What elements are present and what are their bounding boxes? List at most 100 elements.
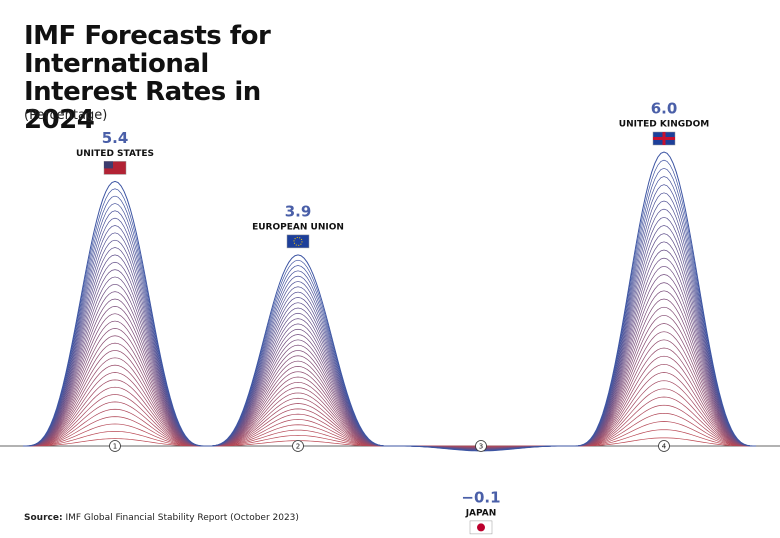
bell-shade-line	[571, 298, 757, 447]
bell-shade-line	[23, 401, 207, 447]
index-marker	[475, 440, 487, 452]
bell-shade-line	[22, 328, 208, 447]
source-text: IMF Global Financial Stability Report (O…	[65, 513, 299, 523]
bell-shade-line	[571, 282, 757, 447]
bell-shade-line	[571, 347, 757, 447]
index-label: 3	[479, 443, 483, 451]
bell-shade-line	[571, 265, 757, 447]
bell-shade-line	[205, 344, 391, 447]
category-label: EUROPEAN UNION	[252, 222, 344, 232]
bell-shade-line	[571, 331, 757, 447]
bell-shade-line	[22, 203, 208, 447]
index-marker	[292, 440, 304, 452]
bell-shade-line	[22, 313, 208, 447]
bell-shade-line	[22, 342, 208, 447]
bell-shade-line	[205, 371, 391, 447]
bell-shade-line	[205, 355, 391, 447]
value-label: 5.4	[102, 129, 129, 147]
bell-shade-line	[22, 372, 208, 447]
bell-shade-line	[206, 387, 390, 447]
bell-shade-line	[22, 283, 208, 447]
bell-shade-line	[571, 233, 757, 447]
bell-shade-line	[206, 419, 390, 447]
index-marker	[658, 440, 670, 452]
bell-shade-line	[571, 274, 757, 447]
chart-title: IMF Forecasts for International Interest…	[24, 21, 271, 135]
bell-shade-line	[22, 239, 208, 447]
bell-shade-line	[206, 413, 390, 447]
flag-icon	[286, 234, 310, 249]
bell-shade-line	[22, 305, 208, 447]
bell-shade-line	[205, 334, 391, 447]
bell-shade-line	[571, 192, 757, 447]
bell-shade-line	[571, 306, 757, 447]
bell-shade-line	[571, 225, 757, 447]
bell-shade-line	[205, 259, 391, 447]
bell-shade-line	[22, 335, 208, 447]
bell-shade-line	[571, 355, 757, 447]
bell-shade-line	[571, 363, 757, 447]
bell-shade-line	[571, 380, 757, 447]
bell-shade-line	[22, 217, 208, 447]
bell-shade-line	[571, 323, 757, 447]
bell-shade-line	[205, 291, 391, 447]
bell-shade-line	[206, 392, 390, 447]
source-label: Source:	[24, 513, 63, 523]
bell-shade-line	[571, 176, 757, 447]
bell-shade-line	[205, 312, 391, 447]
bell-shade-line	[206, 424, 390, 447]
bell-curve	[205, 254, 391, 447]
bell-shade-line	[22, 261, 208, 447]
bell-shade-line	[572, 437, 756, 447]
bell-shade-line	[572, 429, 756, 447]
chart-subtitle: (Percentage)	[24, 108, 108, 123]
bell-shade-line	[571, 372, 757, 447]
bell-shade-line	[572, 412, 756, 447]
bell-shade-line	[572, 396, 756, 447]
bell-shade-line	[22, 298, 208, 447]
bell-curve	[571, 151, 757, 447]
bell-shade-line	[22, 291, 208, 447]
bell-shade-line	[23, 408, 207, 447]
index-label: 1	[113, 443, 117, 451]
bell-shade-line	[205, 366, 391, 447]
flag-dot	[477, 523, 485, 532]
bell-shade-line	[22, 357, 208, 447]
source-note: Source: IMF Global Financial Stability R…	[24, 513, 299, 523]
index-label: 4	[662, 443, 667, 451]
bell-shade-line	[22, 232, 208, 447]
bell-shade-line	[571, 216, 757, 447]
bell-shade-line	[205, 339, 391, 447]
flag-stars	[293, 236, 303, 246]
bell-shade-line	[206, 435, 390, 447]
category-label: JAPAN	[465, 508, 497, 518]
bell-curve	[22, 180, 208, 447]
bell-shade-line	[205, 328, 391, 447]
flag-canton	[104, 161, 113, 169]
value-label: 3.9	[285, 202, 312, 220]
bell-shade-line	[206, 397, 390, 447]
bell-shade-line	[22, 247, 208, 447]
bell-shade-line	[22, 320, 208, 447]
bell-shade-line	[206, 403, 390, 447]
bell-shade-line	[205, 381, 391, 447]
category-label: UNITED STATES	[76, 149, 154, 159]
bell-shade-line	[22, 364, 208, 447]
bell-shade-line	[205, 376, 391, 447]
bell-shade-line	[206, 408, 390, 447]
bell-shade-line	[23, 438, 207, 447]
bell-shade-line	[22, 254, 208, 447]
bell-shade-line	[205, 350, 391, 447]
bell-shade-line	[22, 188, 208, 447]
bell-shade-line	[571, 241, 757, 447]
bell-shade-line	[571, 249, 757, 447]
index-label: 2	[296, 443, 300, 451]
bell-shade-line	[23, 430, 207, 447]
bell-shade-line	[205, 318, 391, 447]
bell-shade-line	[572, 388, 756, 447]
bell-shade-line	[205, 281, 391, 447]
bell-shade-line	[22, 276, 208, 447]
bell-shade-line	[22, 379, 208, 447]
bell-shade-line	[572, 404, 756, 447]
